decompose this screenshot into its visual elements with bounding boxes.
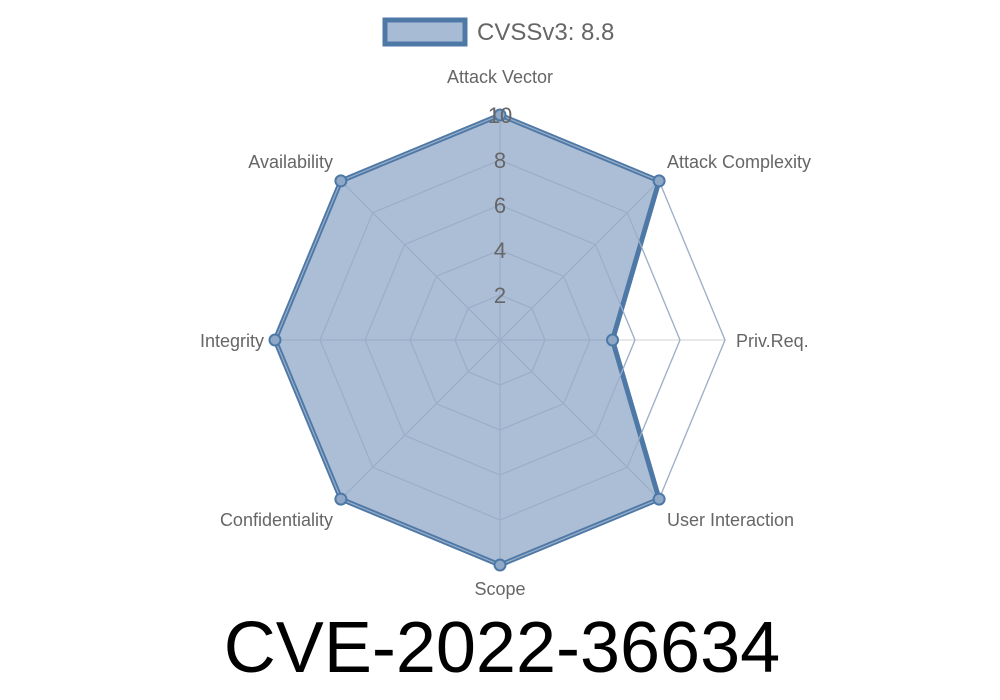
data-point <box>606 333 619 347</box>
cve-title: CVE-2022-36634 <box>224 608 780 688</box>
grid-spoke-overlay <box>499 339 660 500</box>
axis-label: Attack Vector <box>447 67 553 87</box>
data-point <box>334 492 348 506</box>
data-point <box>652 492 666 506</box>
axis-label: Availability <box>248 152 333 172</box>
data-point <box>652 174 666 188</box>
axis-label: Priv.Req. <box>736 331 809 351</box>
grid-spoke-overlay <box>340 180 501 341</box>
data-point <box>493 558 507 572</box>
axis-label: Scope <box>474 579 525 599</box>
tick-label: 6 <box>494 193 506 218</box>
data-point <box>268 333 282 347</box>
tick-label: 8 <box>494 148 506 173</box>
axis-label: Attack Complexity <box>667 152 811 172</box>
axis-label: Confidentiality <box>220 510 333 530</box>
tick-label: 4 <box>494 238 506 263</box>
axis-label: Integrity <box>200 331 264 351</box>
grid-spoke-overlay <box>499 180 660 341</box>
data-point <box>493 108 507 122</box>
data-point <box>334 174 348 188</box>
tick-label: 10 <box>488 103 512 128</box>
legend-label: CVSSv3: 8.8 <box>477 19 614 46</box>
legend-swatch <box>382 17 468 47</box>
axis-label: User Interaction <box>667 510 794 530</box>
tick-label: 2 <box>494 283 506 308</box>
grid-spoke-overlay <box>340 339 501 500</box>
